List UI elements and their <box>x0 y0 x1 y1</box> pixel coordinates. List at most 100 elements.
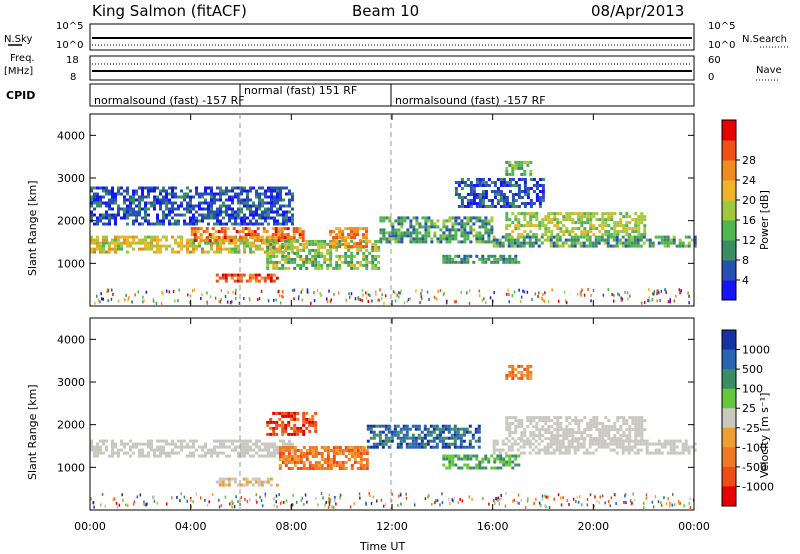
heatmap-cell <box>490 219 494 223</box>
heatmap-cell <box>281 449 285 452</box>
heatmap-cell <box>538 419 542 423</box>
heatmap-cell <box>648 244 652 248</box>
heatmap-cell <box>441 430 445 434</box>
heatmap-cell <box>141 442 144 446</box>
heatmap-cell <box>251 483 255 487</box>
heatmap-cell <box>409 234 413 238</box>
heatmap-cell <box>520 425 524 429</box>
heatmap-cell <box>240 222 243 226</box>
heatmap-cell <box>270 445 273 449</box>
heatmap-cell <box>594 495 596 499</box>
heatmap-cell <box>326 464 330 467</box>
heatmap-cell <box>423 427 427 431</box>
heatmap-cell <box>630 241 634 245</box>
heatmap-cell <box>206 300 208 304</box>
heatmap-cell <box>541 419 545 423</box>
heatmap-cell <box>592 416 596 420</box>
heatmap-cell <box>693 238 697 242</box>
heatmap-cell <box>108 454 111 458</box>
colorbar-tick-label: 4 <box>742 274 749 287</box>
heatmap-cell <box>571 227 575 231</box>
heatmap-cell <box>143 299 145 303</box>
heatmap-cell <box>293 461 297 464</box>
heatmap-cell <box>195 439 198 443</box>
heatmap-cell <box>526 500 529 503</box>
heatmap-cell <box>162 235 165 239</box>
heatmap-cell <box>267 451 270 455</box>
heatmap-cell <box>656 289 658 293</box>
heatmap-cell <box>454 222 458 226</box>
colorbar-frame <box>721 329 737 507</box>
heatmap-cell <box>365 254 369 258</box>
heatmap-cell <box>642 235 646 239</box>
heatmap-cell <box>490 225 494 229</box>
heatmap-cell <box>255 439 258 443</box>
heatmap-cell <box>597 235 601 239</box>
heatmap-cell <box>267 207 270 211</box>
heatmap-cell <box>144 210 147 214</box>
heatmap-cell <box>263 480 267 484</box>
heatmap-cell <box>580 419 584 423</box>
heatmap-cell <box>564 451 568 455</box>
heatmap-cell <box>508 257 512 261</box>
heatmap-cell <box>508 300 510 304</box>
heatmap-cell <box>436 225 440 229</box>
heatmap-cell <box>579 445 583 449</box>
heatmap-cell <box>228 250 231 254</box>
heatmap-cell <box>237 207 240 211</box>
heatmap-cell <box>426 430 430 434</box>
heatmap-cell <box>208 500 210 504</box>
heatmap-cell <box>498 241 502 245</box>
heatmap-cell <box>162 244 165 248</box>
heatmap-cell <box>287 467 291 470</box>
heatmap-cell <box>311 446 315 449</box>
heatmap-cell <box>359 248 363 252</box>
heatmap-cell <box>258 213 261 217</box>
heatmap-cell <box>616 233 620 237</box>
heatmap-cell <box>231 247 234 251</box>
heatmap-cell <box>556 221 560 225</box>
heatmap-cell <box>448 231 452 235</box>
heatmap-cell <box>397 231 401 235</box>
heatmap-cell <box>487 254 491 258</box>
heatmap-cell <box>601 212 605 216</box>
heatmap-cell <box>333 505 335 509</box>
heatmap-cell <box>475 193 479 196</box>
heatmap-cell <box>612 442 616 446</box>
heatmap-cell <box>538 196 542 199</box>
heatmap-cell <box>555 445 559 449</box>
heatmap-cell <box>687 241 691 245</box>
heatmap-cell <box>610 218 614 222</box>
heatmap-cell <box>460 466 464 470</box>
heatmap-cell <box>529 215 533 219</box>
heatmap-cell <box>469 187 473 190</box>
heatmap-cell <box>517 227 521 231</box>
heatmap-cell <box>180 448 183 452</box>
heatmap-cell <box>532 190 536 193</box>
heatmap-cell <box>199 236 203 240</box>
heatmap-cell <box>465 427 469 431</box>
heatmap-cell <box>288 216 291 220</box>
heatmap-cell <box>238 301 241 305</box>
heatmap-cell <box>153 207 156 211</box>
heatmap-cell <box>574 422 578 426</box>
heatmap-cell <box>442 254 446 258</box>
heatmap-cell <box>457 254 461 258</box>
heatmap-cell <box>308 260 312 264</box>
heatmap-cell <box>377 260 381 264</box>
heatmap-cell <box>314 411 318 415</box>
heatmap-cell <box>417 424 421 428</box>
heatmap-cell <box>460 291 462 295</box>
heatmap-cell <box>150 204 153 208</box>
heatmap-cell <box>281 266 285 270</box>
heatmap-cell <box>374 263 378 267</box>
heatmap-cell <box>463 454 467 458</box>
colorbar-swatch <box>722 160 736 181</box>
heatmap-cell <box>472 260 476 264</box>
heatmap-cell <box>625 230 629 234</box>
heatmap-cell <box>257 273 261 277</box>
heatmap-cell <box>499 460 503 464</box>
heatmap-cell <box>269 426 273 430</box>
heatmap-cell <box>320 294 322 297</box>
heatmap-cell <box>237 213 240 217</box>
